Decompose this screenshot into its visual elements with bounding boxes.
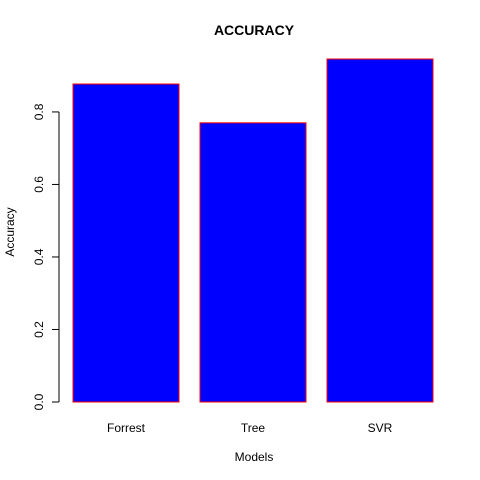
y-tick-label: 0.0	[32, 393, 46, 410]
y-tick-label: 0.8	[32, 103, 46, 120]
y-axis-label: Accuracy	[3, 207, 17, 256]
x-tick-label-tree: Tree	[241, 421, 266, 435]
y-tick-label: 0.6	[32, 176, 46, 193]
x-axis-label: Models	[235, 450, 274, 464]
x-tick-label-svr: SVR	[368, 421, 393, 435]
bar-tree	[199, 122, 307, 403]
y-tick-label: 0.2	[32, 321, 46, 338]
bar-forrest	[72, 83, 180, 403]
y-axis: 0.0 0.2 0.4 0.6 0.8	[32, 103, 60, 410]
bars-group	[72, 58, 434, 403]
x-tick-labels: Forrest Tree SVR	[107, 421, 393, 435]
y-tick-label: 0.4	[32, 248, 46, 265]
chart-title: ACCURACY	[214, 22, 295, 38]
x-tick-label-forrest: Forrest	[107, 421, 146, 435]
bar-svr	[326, 58, 434, 403]
